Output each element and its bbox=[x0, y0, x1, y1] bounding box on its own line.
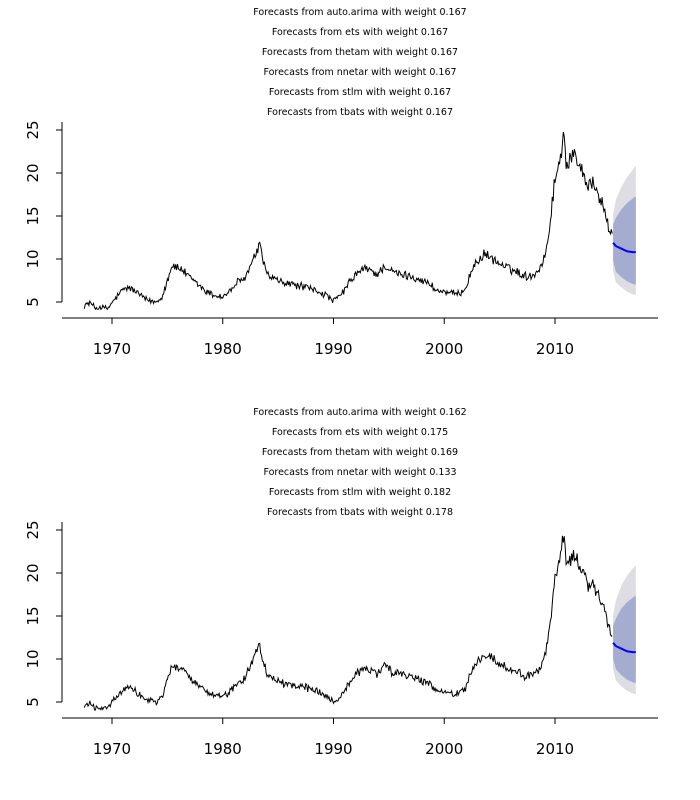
chart-title-line: Forecasts from stlm with weight 0.167 bbox=[269, 87, 451, 98]
chart-title-line: Forecasts from auto.arima with weight 0.… bbox=[253, 7, 466, 18]
chart-title-line: Forecasts from thetam with weight 0.169 bbox=[262, 447, 458, 458]
y-tick-label: 25 bbox=[24, 120, 42, 139]
x-tick-label: 2010 bbox=[536, 340, 574, 358]
plot-area: 1970 1980 1990 2000 2010 5 10 15 20 25 bbox=[24, 520, 658, 758]
chart-title-line: Forecasts from thetam with weight 0.167 bbox=[262, 47, 458, 58]
x-tick-label: 2000 bbox=[425, 340, 463, 358]
chart-panel-bottom: Forecasts from auto.arima with weight 0.… bbox=[0, 400, 700, 800]
forecast-band-80 bbox=[613, 595, 636, 684]
x-tick-label: 1980 bbox=[204, 740, 242, 758]
chart-title-line: Forecasts from tbats with weight 0.178 bbox=[267, 507, 453, 518]
x-tick-label: 1970 bbox=[93, 740, 131, 758]
chart-title-block: Forecasts from auto.arima with weight 0.… bbox=[253, 407, 466, 518]
forecast-band-80 bbox=[613, 196, 636, 285]
history-series-line bbox=[83, 535, 613, 711]
y-tick-label: 10 bbox=[24, 249, 42, 268]
y-tick-label: 5 bbox=[24, 697, 42, 707]
history-series-line bbox=[83, 131, 613, 311]
chart-title-line: Forecasts from auto.arima with weight 0.… bbox=[253, 407, 466, 418]
x-tick-label: 1990 bbox=[314, 740, 352, 758]
y-tick-label: 10 bbox=[24, 649, 42, 668]
x-tick-label: 1990 bbox=[314, 340, 352, 358]
chart-title-line: Forecasts from ets with weight 0.175 bbox=[272, 427, 448, 438]
chart-title-line: Forecasts from tbats with weight 0.167 bbox=[267, 107, 453, 118]
chart-title-block: Forecasts from auto.arima with weight 0.… bbox=[253, 7, 466, 118]
x-tick-label: 2010 bbox=[536, 740, 574, 758]
y-tick-label: 5 bbox=[24, 297, 42, 307]
y-tick-label: 20 bbox=[24, 563, 42, 582]
forecast-mean-line bbox=[612, 242, 636, 254]
chart-title-line: Forecasts from ets with weight 0.167 bbox=[272, 27, 448, 38]
y-tick-label: 20 bbox=[24, 163, 42, 182]
plot-area: 1970 1980 1990 2000 2010 5 10 15 20 25 bbox=[24, 120, 658, 358]
chart-svg-bottom: Forecasts from auto.arima with weight 0.… bbox=[24, 407, 658, 758]
x-tick-label: 1970 bbox=[93, 340, 131, 358]
x-tick-label: 2000 bbox=[425, 740, 463, 758]
chart-title-line: Forecasts from stlm with weight 0.182 bbox=[269, 487, 451, 498]
y-tick-label: 25 bbox=[24, 520, 42, 539]
y-tick-label: 15 bbox=[24, 206, 42, 225]
chart-title-line: Forecasts from nnetar with weight 0.133 bbox=[263, 467, 456, 478]
chart-title-line: Forecasts from nnetar with weight 0.167 bbox=[263, 67, 456, 78]
chart-svg-top: Forecasts from auto.arima with weight 0.… bbox=[24, 7, 658, 358]
x-tick-label: 1980 bbox=[204, 340, 242, 358]
chart-panel-top: Forecasts from auto.arima with weight 0.… bbox=[24, 7, 658, 358]
y-tick-label: 15 bbox=[24, 606, 42, 625]
forecast-mean-line bbox=[612, 642, 636, 654]
